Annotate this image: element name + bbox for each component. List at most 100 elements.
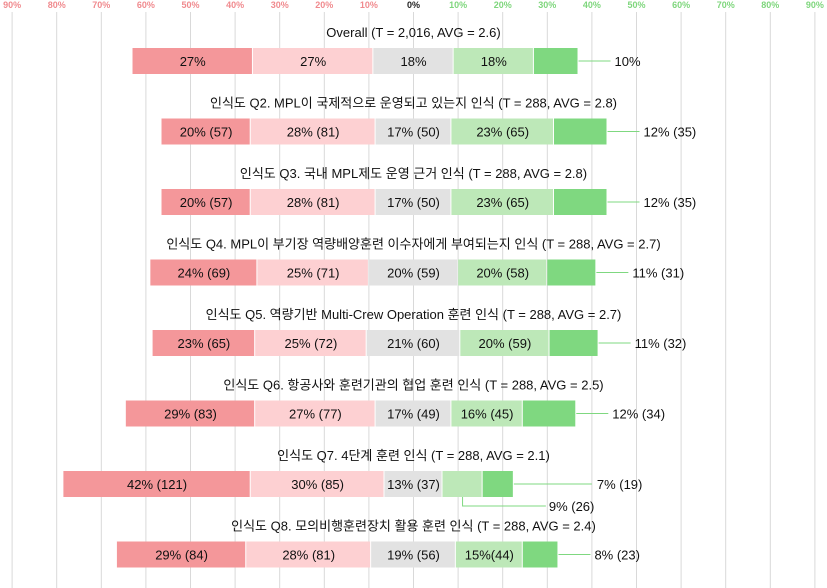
bar-segment xyxy=(371,541,455,568)
x-tick-label: 90% xyxy=(806,0,824,10)
grid-lines xyxy=(11,12,816,588)
segment-label: 17% (50) xyxy=(387,125,440,140)
bar-segment xyxy=(375,400,451,427)
x-tick-label: 20% xyxy=(315,0,333,10)
question-groups: Overall (T = 2,016, AVG = 2.6)27% 27% 18% 1… xyxy=(63,25,696,568)
bar-segment xyxy=(373,48,453,74)
segment-label: 27% xyxy=(180,54,206,69)
question-group: 인식도 Q4. MPL이 부기장 역량배양훈련 이수자에게 부여되는지 인식 (… xyxy=(150,237,684,286)
x-tick-label: 30% xyxy=(271,0,289,10)
segment-label: 27% xyxy=(300,54,326,69)
question-group: 인식도 Q3. 국내 MPL제도 운영 근거 인식 (T = 288, AVG … xyxy=(161,166,697,215)
segment-label: 17% (49) xyxy=(387,407,440,422)
segment-label: 24% (69) xyxy=(178,266,231,281)
bar-segment xyxy=(252,48,373,74)
question-group: 인식도 Q6. 항공사와 훈련기관의 협업 훈련 인식 (T = 288, AV… xyxy=(125,378,665,427)
bar-segment xyxy=(132,48,252,74)
x-tick-label: 60% xyxy=(672,0,690,10)
bar-segment xyxy=(442,471,482,497)
segment-label: 27% (77) xyxy=(289,407,342,422)
segment-label: 23% (65) xyxy=(476,195,529,210)
segment-label: 13% (37) xyxy=(387,477,440,492)
segment-label: 20% (58) xyxy=(476,266,529,281)
segment-label: 20% (57) xyxy=(180,195,233,210)
bar-segment xyxy=(549,330,598,356)
bar-segment xyxy=(522,541,558,568)
question-group: 인식도 Q8. 모의비행훈련장치 활용 훈련 인식 (T = 288, AVG … xyxy=(116,519,640,568)
bar-segment xyxy=(152,330,255,356)
segment-label: 29% (84) xyxy=(155,548,208,563)
segment-label: 16% (45) xyxy=(461,407,514,422)
segment-label: 19% (56) xyxy=(387,548,440,563)
question-group: Overall (T = 2,016, AVG = 2.6)27% 27% 18% 1… xyxy=(132,25,641,74)
outside-label: 11% (31) xyxy=(632,266,684,281)
x-tick-label: 50% xyxy=(627,0,645,10)
segment-label: 23% (65) xyxy=(476,125,529,140)
x-tick-label: 40% xyxy=(583,0,601,10)
segment-label: 18% xyxy=(400,54,426,69)
bar-segment xyxy=(482,471,513,497)
outside-label: 10% xyxy=(615,54,641,69)
bar-segment xyxy=(246,541,371,568)
segment-label: 29% (83) xyxy=(164,407,217,422)
bar-segment xyxy=(458,259,547,286)
segment-label: 28% (81) xyxy=(287,125,340,140)
bar-segment xyxy=(375,118,451,145)
outside-label: 7% (19) xyxy=(597,477,643,492)
group-title: 인식도 Q8. 모의비행훈련장치 활용 훈련 인식 (T = 288, AVG … xyxy=(231,519,596,534)
bar-segment xyxy=(451,400,522,427)
segment-label: 42% (121) xyxy=(127,477,187,492)
x-tick-label: 40% xyxy=(226,0,244,10)
bar-segment xyxy=(368,259,458,286)
bar-segment xyxy=(553,118,607,145)
segment-label: 17% (50) xyxy=(387,195,440,210)
outside-label: 12% (35) xyxy=(644,125,697,140)
bar-segment xyxy=(250,118,375,145)
bar-segment xyxy=(547,259,596,286)
x-tick-label: 10% xyxy=(449,0,467,10)
bar-segment xyxy=(63,471,250,497)
x-tick-label: 90% xyxy=(3,0,21,10)
bar-segment xyxy=(384,471,442,497)
bar-segment xyxy=(257,259,368,286)
group-title: 인식도 Q3. 국내 MPL제도 운영 근거 인식 (T = 288, AVG … xyxy=(240,166,587,181)
segment-label: 30% (85) xyxy=(291,477,344,492)
bar-segment xyxy=(533,48,578,74)
outside-label: 12% (35) xyxy=(644,195,697,210)
bar-segment xyxy=(522,400,576,427)
bar-segment xyxy=(125,400,255,427)
group-title: 인식도 Q2. MPL이 국제적으로 운영되고 있는지 인식 (T = 288,… xyxy=(210,96,617,111)
segment-label: 20% (57) xyxy=(180,125,233,140)
bar-segment xyxy=(451,189,553,215)
bar-segment xyxy=(250,471,384,497)
segment-label: 23% (65) xyxy=(178,336,231,351)
segment-label: 25% (72) xyxy=(285,336,338,351)
group-title: 인식도 Q7. 4단계 훈련 인식 (T = 288, AVG = 2.1) xyxy=(277,448,550,463)
axis-tick-labels: 90% 80% 70% 60% 50% 40% 30% 20% 10% 0% 10% 20% 30% 40… xyxy=(3,0,824,10)
leader-line xyxy=(462,497,546,507)
x-tick-label: 80% xyxy=(48,0,66,10)
bar-segment xyxy=(255,330,366,356)
outside-label: 11% (32) xyxy=(635,336,687,351)
x-tick-label: 0% xyxy=(407,0,420,10)
outside-label: 8% (23) xyxy=(594,548,640,563)
x-tick-label: 50% xyxy=(181,0,199,10)
bar-segment xyxy=(553,189,607,215)
x-tick-label: 80% xyxy=(761,0,779,10)
segment-label: 25% (71) xyxy=(287,266,340,281)
segment-label: 20% (59) xyxy=(387,266,440,281)
question-group: 인식도 Q2. MPL이 국제적으로 운영되고 있는지 인식 (T = 288,… xyxy=(161,96,697,145)
x-tick-label: 70% xyxy=(717,0,735,10)
bar-segment xyxy=(161,118,250,145)
bar-segment xyxy=(366,330,460,356)
segment-label: 28% (81) xyxy=(287,195,340,210)
group-title: 인식도 Q4. MPL이 부기장 역량배양훈련 이수자에게 부여되는지 인식 (… xyxy=(166,237,660,252)
group-title: 인식도 Q6. 항공사와 훈련기관의 협업 훈련 인식 (T = 288, AV… xyxy=(223,378,603,393)
group-title: Overall (T = 2,016, AVG = 2.6) xyxy=(326,25,500,40)
bar-segment xyxy=(451,118,553,145)
bar-segment xyxy=(455,541,522,568)
bar-segment xyxy=(161,189,250,215)
outside-label: 12% (34) xyxy=(612,407,665,422)
outside-label: 9% (26) xyxy=(549,499,595,514)
